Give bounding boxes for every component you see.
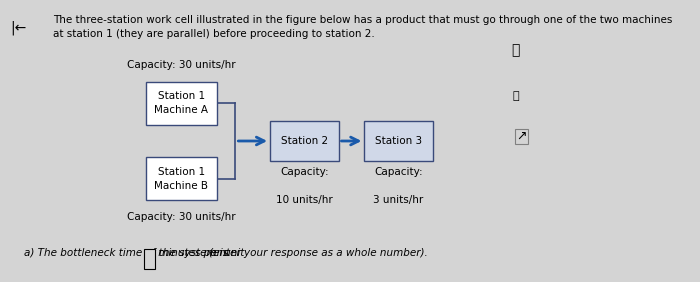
Text: ↗: ↗ — [516, 130, 526, 143]
FancyBboxPatch shape — [146, 82, 217, 125]
FancyBboxPatch shape — [146, 157, 217, 200]
Text: 3 units/hr: 3 units/hr — [374, 195, 424, 205]
Text: 10 units/hr: 10 units/hr — [276, 195, 332, 205]
Text: Station 3: Station 3 — [375, 136, 422, 146]
Text: Station 2: Station 2 — [281, 136, 328, 146]
Text: Capacity: 30 units/hr: Capacity: 30 units/hr — [127, 212, 236, 221]
Text: Capacity: 30 units/hr: Capacity: 30 units/hr — [127, 61, 236, 70]
Text: minutes per unit: minutes per unit — [155, 248, 247, 258]
Text: 🔍: 🔍 — [512, 43, 520, 57]
Text: Capacity:: Capacity: — [374, 167, 423, 177]
FancyBboxPatch shape — [364, 121, 433, 161]
Text: Capacity:: Capacity: — [280, 167, 328, 177]
FancyBboxPatch shape — [270, 121, 339, 161]
Text: |←: |← — [10, 21, 26, 36]
Text: The three-station work cell illustrated in the figure below has a product that m: The three-station work cell illustrated … — [52, 15, 672, 39]
Text: Station 1
Machine A: Station 1 Machine A — [155, 91, 209, 115]
Text: 🔍: 🔍 — [512, 91, 519, 101]
Text: (enter your response as a whole number).: (enter your response as a whole number). — [209, 248, 427, 258]
Text: a) The bottleneck time of the system is: a) The bottleneck time of the system is — [25, 248, 232, 258]
Text: Station 1
Machine B: Station 1 Machine B — [155, 167, 209, 191]
FancyBboxPatch shape — [144, 248, 155, 269]
